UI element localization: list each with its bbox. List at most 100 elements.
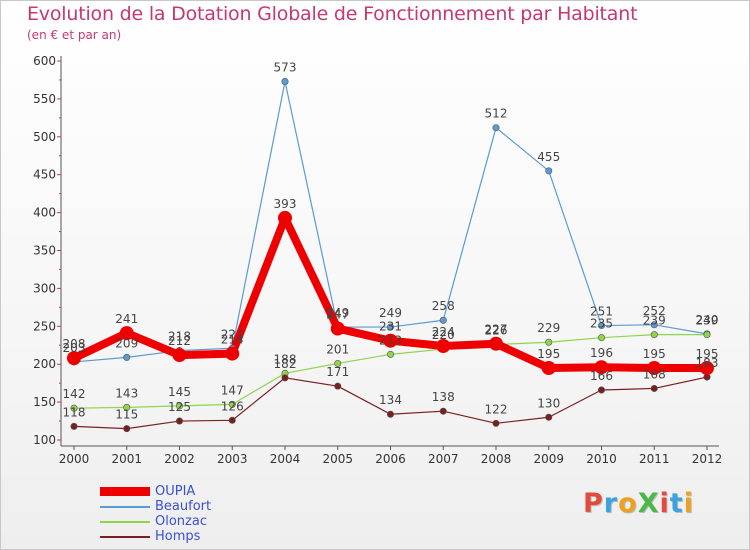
x-tick-label: 2004	[270, 452, 301, 466]
data-point-homps	[650, 384, 658, 392]
logo-letter: i	[659, 488, 670, 519]
data-point-beaufort	[650, 321, 658, 329]
data-label-oupia: 393	[274, 197, 297, 211]
data-label-homps: 115	[115, 408, 138, 422]
data-point-olonzac	[703, 331, 711, 339]
legend-label: OUPIA	[155, 484, 196, 499]
data-label-oupia: 247	[326, 308, 349, 322]
legend-swatch	[100, 487, 150, 496]
data-point-beaufort	[597, 322, 605, 330]
legend-item-homps: Homps	[100, 529, 211, 544]
x-tick-label: 2001	[111, 452, 142, 466]
data-label-homps: 130	[537, 396, 560, 410]
x-tick-label: 2007	[428, 452, 459, 466]
axes: 100 150 200 250 300 350 400 450 500 550 600 2000 200…	[33, 54, 722, 466]
data-label-olonzac: 143	[115, 386, 138, 400]
x-tick-label: 2005	[322, 452, 353, 466]
data-point-homps	[70, 422, 78, 430]
data-label-olonzac: 201	[326, 342, 349, 356]
data-label-oupia: 212	[168, 334, 191, 348]
data-label-olonzac: 213	[379, 333, 402, 347]
data-label-olonzac: 147	[221, 383, 244, 397]
data-label-homps: 138	[432, 390, 455, 404]
y-tick-label: 450	[33, 168, 56, 182]
data-point-olonzac	[545, 338, 553, 346]
y-tick-label: 150	[33, 395, 56, 409]
y-tick-label: 300	[33, 281, 56, 295]
data-point-beaufort	[386, 323, 394, 331]
logo-letter: i	[683, 488, 694, 519]
legend-swatch	[100, 505, 150, 508]
data-point-beaufort	[123, 353, 131, 361]
data-point-olonzac	[228, 400, 236, 408]
data-point-oupia	[278, 210, 292, 225]
data-point-homps	[281, 374, 289, 382]
data-point-oupia	[330, 321, 345, 336]
logo-letter: t	[669, 488, 684, 519]
chart-subtitle: (en € et par an)	[27, 28, 122, 42]
data-point-homps	[386, 410, 394, 418]
data-point-oupia	[383, 333, 398, 348]
data-label-oupia: 195	[537, 347, 560, 361]
data-point-olonzac	[334, 359, 342, 367]
chart-title: Evolution de la Dotation Globale de Fonc…	[27, 3, 638, 25]
legend-swatch	[100, 535, 150, 538]
data-label-olonzac: 142	[63, 387, 86, 401]
data-label-homps: 182	[274, 357, 297, 371]
legend-item-oupia: OUPIA	[100, 484, 211, 499]
data-labels: 203 209 218 221 573 249 249 258 512 455 251 252 240 1…	[63, 60, 719, 421]
legend-swatch	[100, 520, 150, 523]
data-point-homps	[334, 382, 342, 390]
data-point-oupia	[225, 346, 240, 361]
data-label-beaufort: 249	[379, 306, 402, 320]
y-tick-label: 100	[33, 433, 56, 447]
data-label-homps: 122	[485, 402, 508, 416]
data-label-homps: 126	[221, 399, 244, 413]
data-label-beaufort: 209	[115, 336, 138, 350]
data-point-homps	[597, 386, 605, 394]
proxiti-logo: ProXiti	[583, 488, 694, 519]
data-label-beaufort: 221	[221, 327, 244, 341]
data-label-beaufort: 512	[485, 107, 508, 121]
data-label-olonzac: 239	[696, 314, 719, 328]
logo-letter: X	[637, 488, 660, 519]
data-label-homps: 166	[590, 369, 613, 383]
data-point-oupia	[594, 360, 609, 375]
data-label-oupia: 195	[643, 347, 666, 361]
data-label-beaufort: 218	[168, 330, 191, 344]
y-tick-label: 200	[33, 357, 56, 371]
data-point-oupia	[119, 326, 134, 341]
data-point-olonzac	[123, 403, 131, 411]
x-tick-label: 2003	[217, 452, 248, 466]
x-tick-label: 2012	[692, 452, 723, 466]
data-point-beaufort	[545, 167, 553, 175]
x-tick-label: 2009	[533, 452, 564, 466]
data-label-oupia: 241	[115, 312, 138, 326]
data-label-beaufort: 249	[326, 306, 349, 320]
data-label-homps: 168	[643, 367, 666, 381]
data-label-oupia: 196	[590, 346, 613, 360]
data-point-oupia	[436, 339, 451, 354]
logo-letter: P	[583, 488, 604, 519]
data-point-homps	[228, 416, 236, 424]
data-label-oupia: 224	[432, 325, 455, 339]
data-label-beaufort: 573	[274, 60, 297, 74]
series-points	[67, 77, 714, 433]
data-label-olonzac: 188	[274, 352, 297, 366]
logo-letter: r	[603, 488, 619, 519]
data-point-olonzac	[176, 402, 184, 410]
data-label-olonzac: 229	[537, 321, 560, 335]
data-point-olonzac	[386, 350, 394, 358]
data-label-olonzac: 220	[432, 328, 455, 342]
data-label-oupia: 195	[696, 347, 719, 361]
data-point-homps	[545, 413, 553, 421]
data-point-homps	[492, 419, 500, 427]
data-point-homps	[123, 425, 131, 433]
data-label-homps: 118	[63, 405, 86, 419]
data-label-oupia: 231	[379, 320, 402, 334]
data-point-beaufort	[281, 77, 289, 85]
data-point-beaufort	[492, 124, 500, 132]
legend-item-olonzac: Olonzac	[100, 514, 211, 529]
data-label-beaufort: 252	[643, 304, 666, 318]
